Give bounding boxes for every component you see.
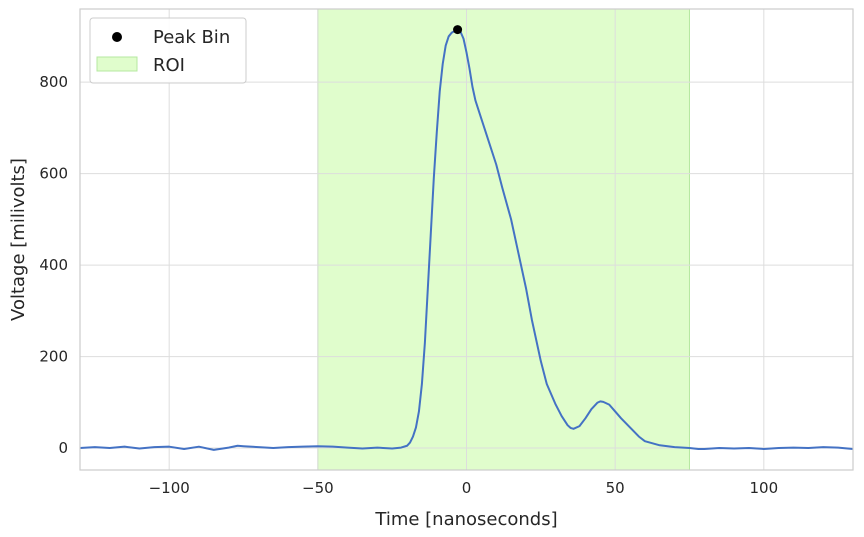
- x-tick-label: 0: [462, 479, 472, 497]
- legend-peak-marker: [112, 32, 122, 42]
- legend: Peak Bin ROI: [89, 17, 247, 84]
- plot-frame: [79, 8, 854, 471]
- x-tick-label: 100: [749, 479, 778, 497]
- x-tick-labels: −100 −50 0 50 100: [149, 479, 779, 497]
- y-tick-label: 400: [39, 256, 68, 274]
- x-tick-label: 50: [606, 479, 625, 497]
- waveform-line: [79, 28, 854, 451]
- y-tick-labels: 0 200 400 600 800: [39, 73, 68, 457]
- legend-roi-patch: [96, 56, 138, 72]
- x-tick-label: −100: [149, 479, 190, 497]
- peak-layer: [453, 25, 463, 35]
- legend-roi-label: ROI: [153, 55, 185, 76]
- x-tick-label: −50: [302, 479, 334, 497]
- y-axis-label: Voltage [milivolts]: [8, 158, 29, 321]
- x-axis-label: Time [nanoseconds]: [374, 509, 557, 530]
- y-tick-label: 200: [39, 348, 68, 366]
- peak-bin-marker: [453, 25, 463, 35]
- line-layer: [79, 28, 854, 451]
- roi-band: [317, 9, 690, 470]
- roi-layer: [317, 9, 690, 470]
- y-tick-label: 600: [39, 165, 68, 183]
- y-tick-label: 800: [39, 73, 68, 91]
- y-tick-label: 0: [58, 439, 68, 457]
- legend-peak-label: Peak Bin: [153, 27, 230, 48]
